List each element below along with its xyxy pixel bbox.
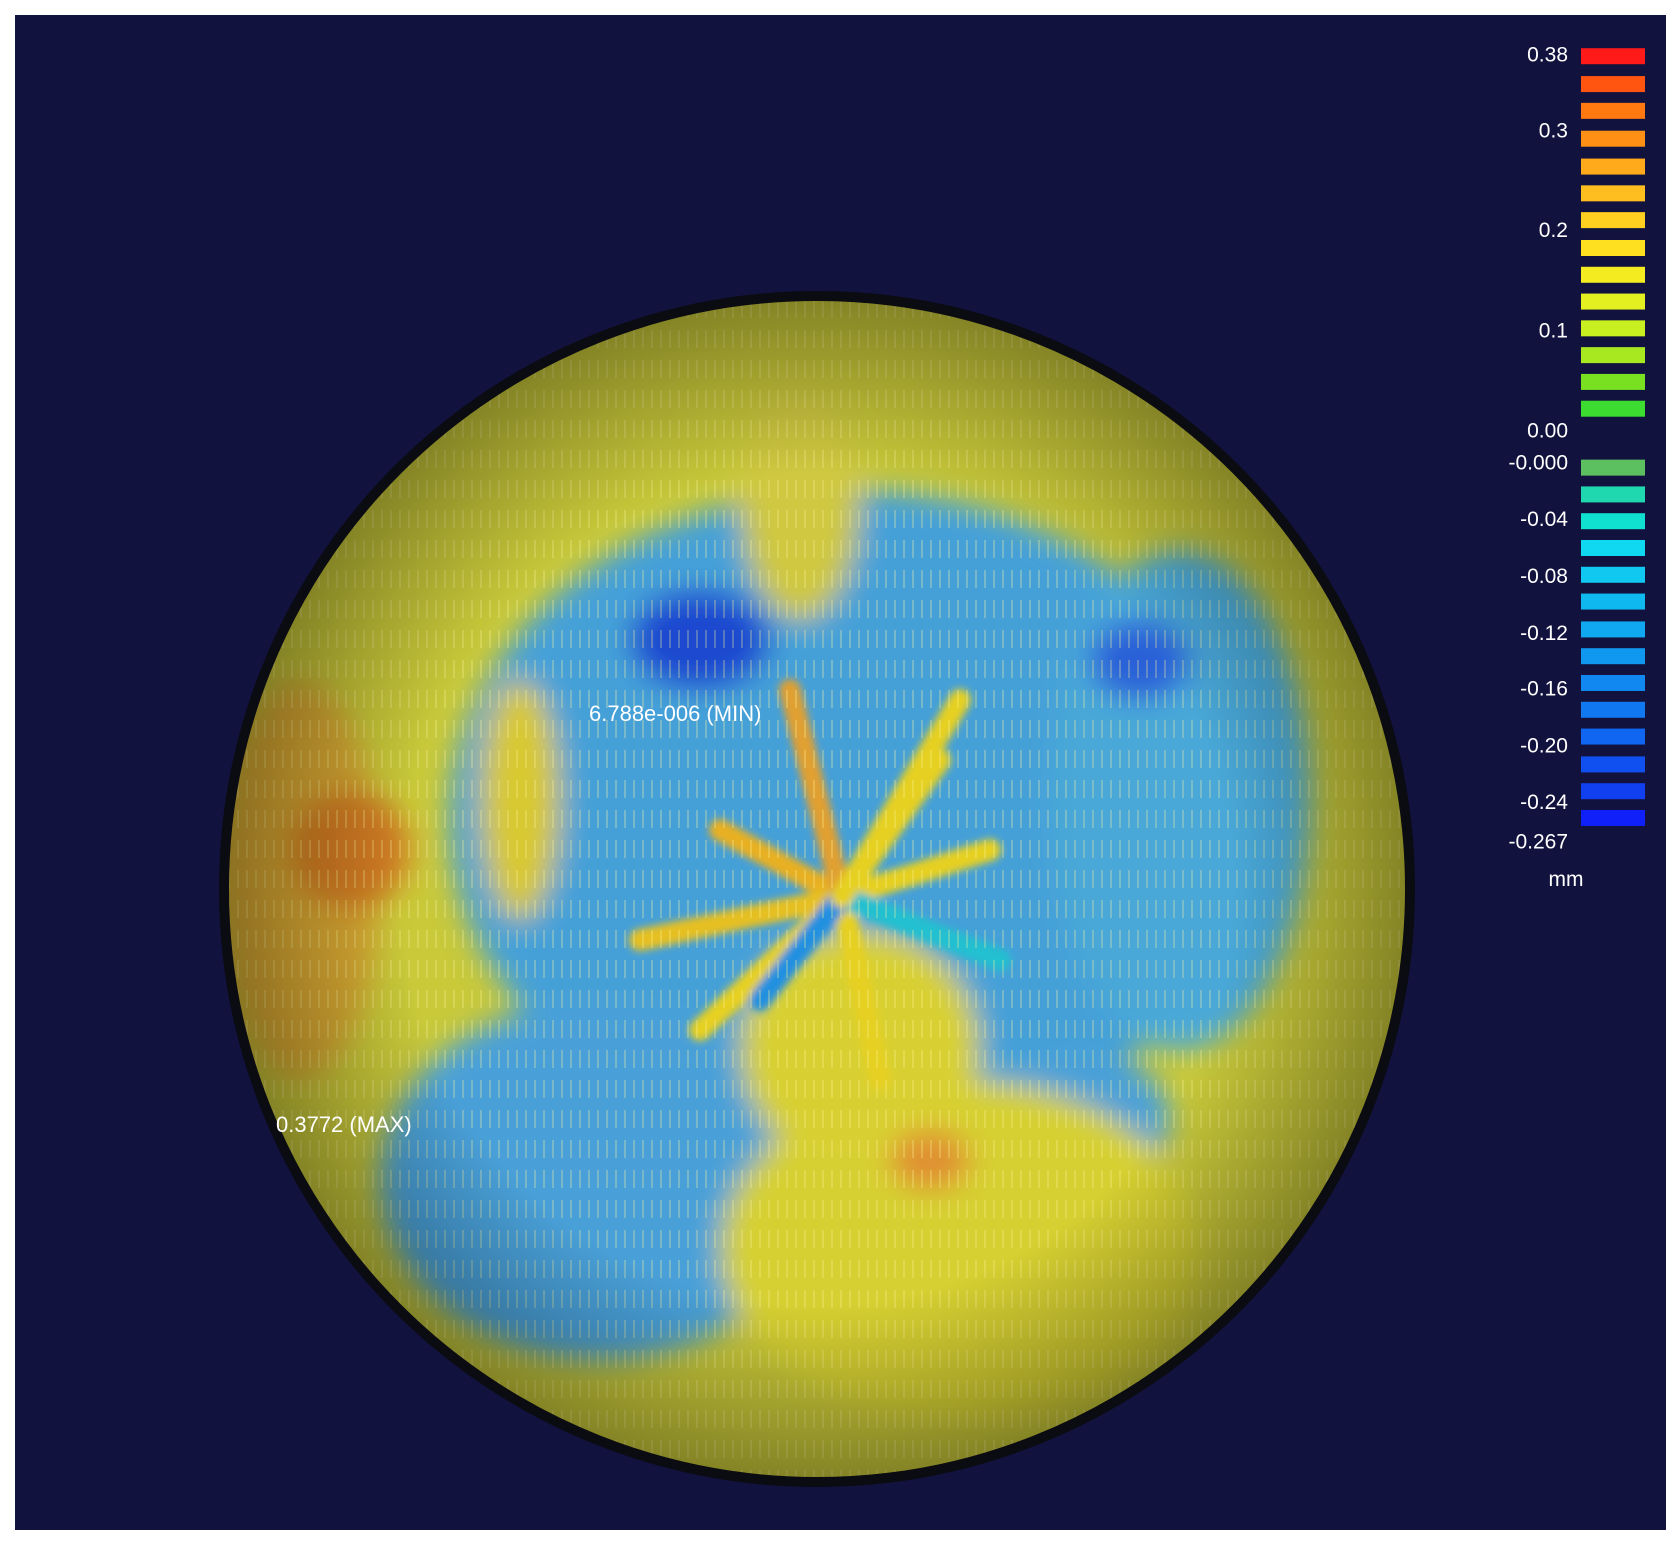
legend-label: -0.16: [1520, 678, 1568, 701]
legend-swatch: [1581, 809, 1645, 826]
min-annotation: 6.788e-006 (MIN): [589, 701, 761, 726]
legend-label: 0.1: [1539, 320, 1568, 343]
legend-swatch: [1581, 486, 1645, 503]
legend-swatch: [1581, 373, 1645, 390]
legend-swatch: [1581, 212, 1645, 229]
sphere: [224, 296, 1410, 1482]
legend-label: -0.24: [1520, 791, 1568, 814]
legend-swatch: [1581, 158, 1645, 175]
legend-swatch: [1581, 621, 1645, 638]
legend-label: -0.267: [1508, 831, 1568, 854]
legend-label: 0.00: [1527, 419, 1568, 442]
legend-label: 0.38: [1527, 43, 1568, 66]
legend-swatch: [1581, 130, 1645, 147]
legend-swatch: [1581, 566, 1645, 583]
legend-swatch: [1581, 756, 1645, 773]
legend-swatch: [1581, 648, 1645, 665]
legend-swatch: [1581, 783, 1645, 800]
legend-label: -0.04: [1520, 508, 1568, 531]
legend-swatch: [1581, 728, 1645, 745]
sphere-outline: [219, 291, 1415, 1487]
legend-swatch: [1581, 539, 1645, 556]
legend-unit: mm: [1549, 868, 1584, 891]
legend-swatch: [1581, 76, 1645, 93]
legend-label: 0.2: [1539, 219, 1568, 242]
legend-swatch: [1581, 48, 1645, 65]
legend-label: -0.20: [1520, 734, 1568, 757]
legend-label: -0.08: [1520, 565, 1568, 588]
legend-swatch: [1581, 513, 1645, 530]
legend-swatch: [1581, 674, 1645, 691]
legend-swatch: [1581, 320, 1645, 337]
legend-swatch: [1581, 400, 1645, 417]
legend-label: -0.000: [1508, 451, 1568, 474]
legend-swatch: [1581, 701, 1645, 718]
legend-swatch: [1581, 266, 1645, 283]
legend-swatch: [1581, 347, 1645, 364]
color-legend: 0.38 0.3 0.2 0.1 0.00 -0.000 -0.04 -0.08 -0.12 -0…: [1508, 43, 1645, 891]
legend-label: 0.3: [1539, 119, 1568, 142]
legend-swatch: [1581, 593, 1645, 610]
legend-swatch: [1581, 459, 1645, 476]
legend-swatch: [1581, 102, 1645, 119]
legend-swatch: [1581, 293, 1645, 310]
legend-swatch: [1581, 239, 1645, 256]
max-annotation: 0.3772 (MAX): [276, 1112, 412, 1137]
legend-label: -0.12: [1520, 622, 1568, 645]
legend-swatch: [1581, 185, 1645, 202]
